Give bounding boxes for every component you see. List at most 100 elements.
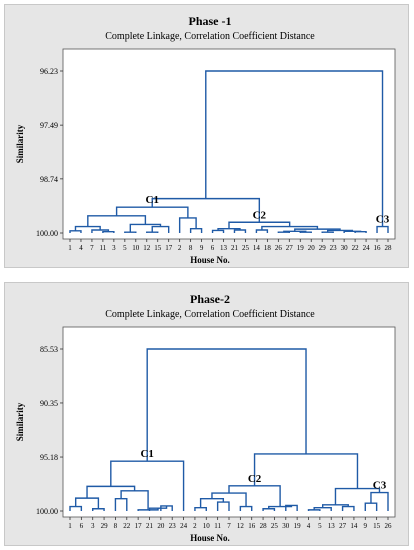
x-tick-label: 26 (385, 522, 393, 530)
x-tick-label: 18 (264, 244, 272, 252)
x-tick-label: 16 (248, 522, 256, 530)
x-tick-label: 13 (220, 244, 228, 252)
cluster-label: C3 (376, 214, 390, 226)
dendrogram-link (146, 231, 159, 233)
dendrogram-link (87, 215, 147, 227)
dendrogram-link (334, 487, 381, 505)
x-tick-label: 29 (101, 522, 109, 530)
dendrogram-link (102, 231, 115, 233)
dendrogram-link (217, 228, 241, 231)
x-tick-label: 7 (90, 244, 94, 252)
phase2-y-axis-label: Similarity (15, 402, 25, 441)
dendrogram-link (277, 231, 291, 233)
phase2-panel: Phase-2 Complete Linkage, Correlation Co… (4, 282, 409, 546)
x-tick-label: 19 (294, 522, 302, 530)
x-tick-label: 22 (123, 522, 131, 530)
phase1-dendrogram: Phase -1 Complete Linkage, Correlation C… (15, 14, 396, 265)
dendrogram-link (69, 505, 83, 511)
x-tick-label: 8 (189, 244, 193, 252)
x-tick-label: 21 (231, 244, 239, 252)
x-tick-label: 2 (178, 244, 182, 252)
x-tick-label: 25 (271, 522, 279, 530)
dendrogram-link (326, 229, 354, 233)
dendrogram-link (268, 505, 293, 509)
y-tick-label: 100.00 (36, 229, 58, 238)
phase2-x-tick-labels: 1 6 3 29 8 22 17 21 20 23 24 2 10 11 7 12 16 28 25 30 19 4 5 13… (68, 517, 392, 530)
phase1-x-axis-label: House No. (190, 255, 230, 265)
x-tick-label: 6 (211, 244, 215, 252)
x-tick-label: 20 (157, 522, 165, 530)
cluster-label: C2 (253, 209, 267, 221)
x-tick-label: 28 (385, 244, 393, 252)
dendrogram-link (321, 231, 334, 233)
x-tick-label: 16 (374, 244, 382, 252)
dendrogram-link (341, 505, 355, 511)
x-tick-label: 3 (91, 522, 95, 530)
dendrogram-link (129, 223, 162, 233)
phase2-subtitle: Complete Linkage, Correlation Coefficien… (105, 309, 315, 320)
phase1-cluster-labels: C1 C2 C3 (146, 194, 390, 225)
x-tick-label: 4 (307, 522, 311, 530)
dendrogram-link (262, 508, 276, 511)
x-tick-label: 19 (297, 244, 305, 252)
x-tick-label: 10 (203, 522, 211, 530)
phase1-panel: Phase -1 Complete Linkage, Correlation C… (4, 4, 409, 268)
x-tick-label: 5 (318, 522, 322, 530)
x-tick-label: 9 (364, 522, 368, 530)
x-tick-label: 28 (260, 522, 268, 530)
x-tick-label: 30 (282, 522, 290, 530)
dendrogram-link (239, 505, 253, 511)
cluster-label: C1 (146, 194, 159, 206)
phase1-links (69, 70, 389, 233)
cluster-label: C1 (140, 448, 153, 460)
x-tick-label: 24 (180, 522, 188, 530)
y-tick-label: 85.53 (40, 345, 58, 354)
x-tick-label: 13 (328, 522, 336, 530)
y-tick-label: 98.74 (40, 175, 58, 184)
x-tick-label: 24 (363, 244, 371, 252)
phase2-cluster-labels: C1 C2 C3 (140, 448, 386, 491)
dendrogram-link (205, 70, 384, 227)
y-tick-label: 96.23 (40, 67, 58, 76)
phase2-y-ticks: 85.53 90.35 95.18 100.00 (36, 345, 63, 516)
x-tick-label: 7 (227, 522, 231, 530)
dendrogram-link (115, 206, 189, 218)
phase2-title: Phase-2 (190, 292, 230, 306)
y-tick-label: 95.18 (40, 453, 58, 462)
x-tick-label: 6 (80, 522, 84, 530)
x-tick-label: 12 (143, 244, 151, 252)
dendrogram-link (294, 228, 341, 232)
dendrogram-link (146, 348, 307, 462)
x-tick-label: 5 (123, 244, 127, 252)
phase1-y-ticks: 96.23 97.49 98.74 100.00 (36, 67, 63, 238)
x-tick-label: 17 (165, 244, 173, 252)
dendrogram-link (211, 229, 225, 233)
dendrogram-link (285, 504, 298, 511)
x-tick-label: 23 (330, 244, 338, 252)
x-tick-label: 1 (68, 244, 72, 252)
x-tick-label: 3 (112, 244, 116, 252)
x-tick-label: 26 (275, 244, 283, 252)
x-tick-label: 15 (373, 522, 381, 530)
dendrogram-link (120, 490, 149, 510)
x-tick-label: 14 (253, 244, 261, 252)
x-tick-label: 22 (352, 244, 360, 252)
phase1-x-tick-labels: 1 4 7 11 3 5 10 12 15 17 2 8 9 6 13 21 25 14 18 26 27 19 20 29 2… (68, 239, 392, 252)
cluster-label: C3 (373, 480, 387, 492)
x-tick-label: 11 (100, 244, 107, 252)
dendrogram-link (114, 497, 128, 511)
phase1-y-axis-label: Similarity (15, 124, 25, 163)
x-tick-label: 12 (237, 522, 245, 530)
dendrogram-link (189, 228, 203, 233)
x-tick-label: 30 (341, 244, 349, 252)
dendrogram-link (92, 508, 105, 511)
x-tick-label: 17 (135, 522, 143, 530)
dendrogram-link (124, 231, 137, 233)
x-tick-label: 27 (286, 244, 294, 252)
y-tick-label: 100.00 (36, 507, 58, 516)
x-tick-label: 4 (79, 244, 83, 252)
x-tick-label: 14 (350, 522, 358, 530)
phase2-dendrogram: Phase-2 Complete Linkage, Correlation Co… (15, 292, 396, 543)
dendrogram-link (86, 485, 136, 499)
x-tick-label: 21 (146, 522, 154, 530)
